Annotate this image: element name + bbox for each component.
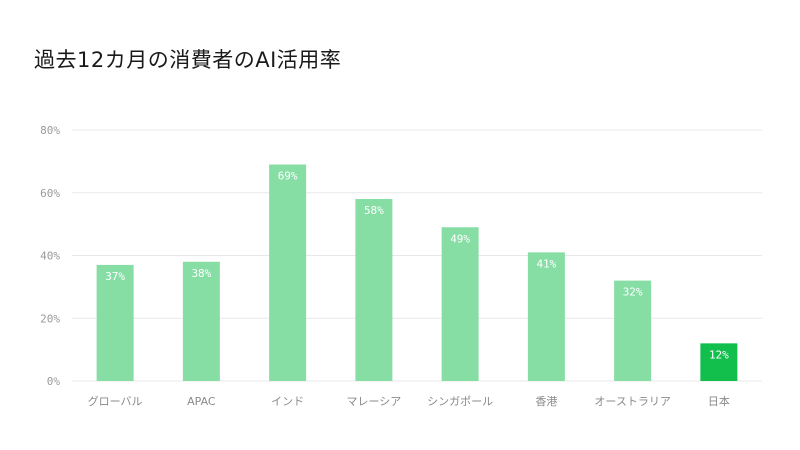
y-tick-label: 0% — [47, 375, 61, 388]
y-tick-label: 20% — [40, 312, 60, 325]
data-label: 58% — [364, 204, 384, 217]
bar-8 — [700, 343, 738, 381]
gridlines — [72, 129, 762, 382]
category-label: グローバル — [88, 394, 143, 408]
data-label: 37% — [105, 270, 125, 283]
bar-4 — [355, 199, 393, 381]
bars — [96, 164, 738, 381]
data-label: 49% — [450, 232, 470, 245]
data-label: 32% — [623, 286, 643, 299]
data-label: 12% — [709, 348, 729, 361]
category-label: 香港 — [535, 395, 557, 408]
y-tick-label: 80% — [40, 124, 60, 137]
data-labels: 37% 38% 69% 58% 49% 41% 32% 12% — [105, 170, 729, 362]
category-label: 日本 — [708, 394, 730, 408]
category-label: APAC — [187, 395, 216, 408]
bar-7 — [614, 280, 652, 381]
category-label: オーストラリア — [594, 395, 670, 408]
y-axis-ticks: 0% 20% 40% 60% 80% — [40, 124, 60, 388]
category-label: マレーシア — [346, 395, 401, 408]
category-label: シンガポール — [427, 395, 493, 408]
bar-5 — [441, 227, 479, 381]
bar-6 — [527, 252, 565, 381]
y-tick-label: 40% — [40, 250, 60, 263]
y-tick-label: 60% — [40, 187, 60, 200]
x-axis-categories: グローバル APAC インド マレーシア シンガポール 香港 オーストラリア 日本 — [88, 394, 730, 408]
bar-1 — [96, 264, 134, 381]
data-label: 41% — [536, 257, 556, 270]
bar-2 — [182, 261, 220, 381]
category-label: インド — [271, 395, 304, 408]
chart-title: 過去12カ月の消費者のAI活用率 — [34, 48, 342, 72]
bar-3 — [269, 164, 307, 381]
data-label: 38% — [191, 267, 211, 280]
data-label: 69% — [278, 170, 298, 183]
